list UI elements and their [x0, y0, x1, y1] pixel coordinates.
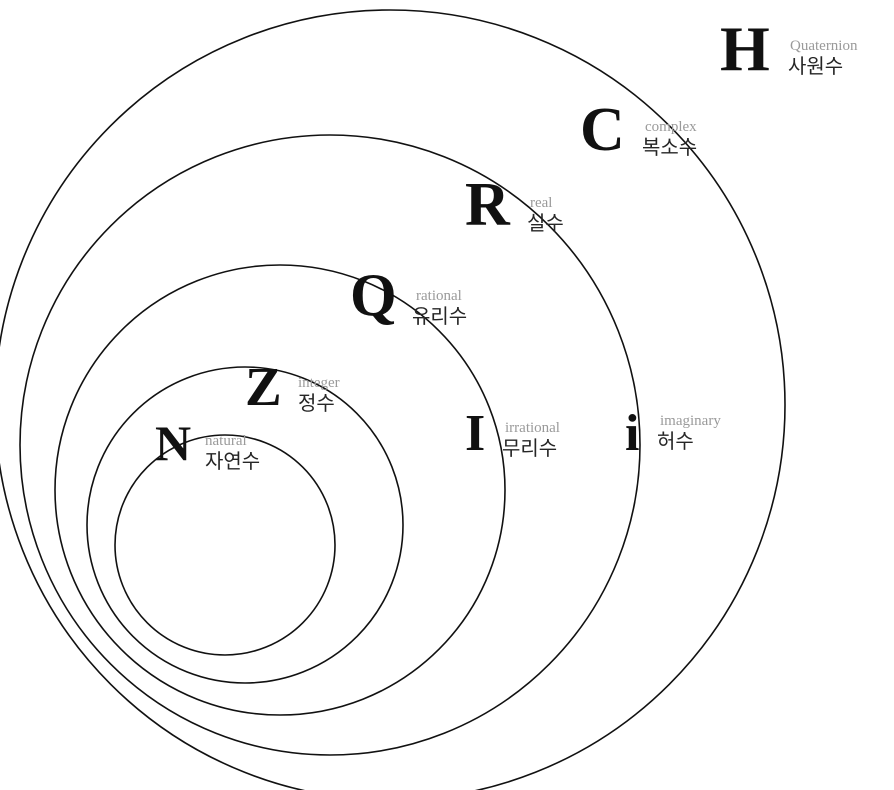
- symbol-integer: Z: [245, 356, 282, 417]
- korean-label-natural: 자연수: [205, 450, 260, 473]
- english-label-real: real: [530, 195, 552, 211]
- label-rational: Q rational 유리수: [350, 262, 467, 328]
- korean-label-rational: 유리수: [412, 305, 467, 328]
- symbol-complex: C: [580, 96, 625, 164]
- symbol-real: R: [465, 171, 511, 239]
- korean-label-imaginary: 허수: [657, 430, 694, 453]
- english-label-natural: natural: [205, 433, 247, 449]
- label-complex: C complex 복소수: [580, 96, 697, 164]
- korean-label-quaternion: 사원수: [788, 55, 843, 78]
- number-sets-diagram: N natural 자연수 Z integer 정수 Q rational 유리…: [0, 0, 894, 790]
- english-label-quaternion: Quaternion: [790, 38, 858, 54]
- circle-rational: [55, 265, 505, 715]
- label-imaginary: i imaginary 허수: [625, 405, 721, 462]
- korean-label-real: 실수: [527, 212, 564, 235]
- symbol-quaternion: H: [720, 13, 770, 84]
- label-irrational: I irrational 무리수: [465, 405, 560, 462]
- symbol-rational: Q: [350, 262, 397, 328]
- label-integer: Z integer 정수: [245, 356, 340, 417]
- korean-label-integer: 정수: [298, 392, 335, 415]
- symbol-natural: N: [155, 415, 191, 471]
- english-label-irrational: irrational: [505, 420, 560, 436]
- english-label-complex: complex: [645, 119, 697, 135]
- symbol-imaginary: i: [625, 405, 639, 462]
- label-natural: N natural 자연수: [155, 415, 260, 473]
- symbol-irrational: I: [465, 405, 485, 462]
- english-label-rational: rational: [416, 288, 462, 304]
- korean-label-complex: 복소수: [642, 137, 697, 159]
- korean-label-irrational: 무리수: [502, 437, 557, 460]
- label-real: R real 실수: [465, 171, 564, 239]
- english-label-imaginary: imaginary: [660, 413, 721, 429]
- english-label-integer: integer: [298, 375, 340, 391]
- label-quaternion: H Quaternion 사원수: [720, 13, 858, 84]
